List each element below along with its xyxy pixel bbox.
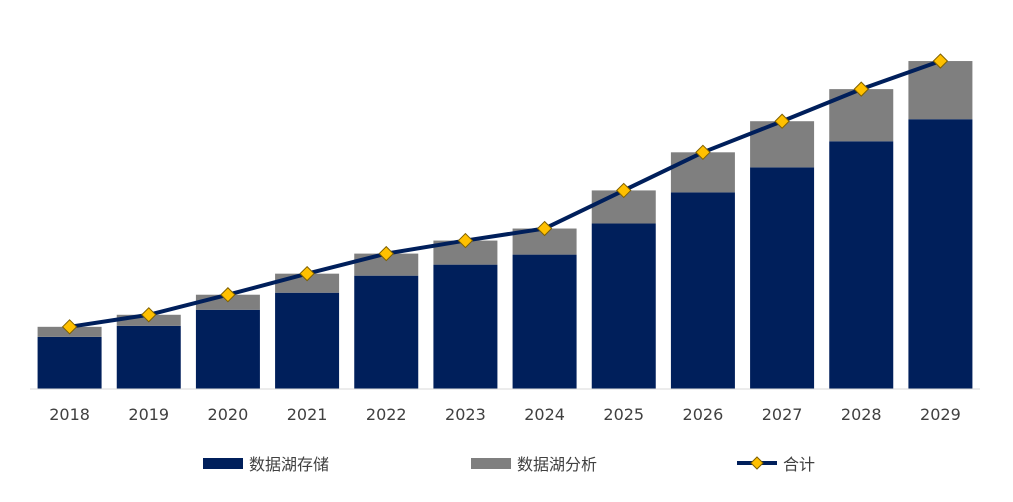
bar-storage-2022 <box>354 275 419 389</box>
total-line <box>69 59 942 329</box>
x-tick-label-2021: 2021 <box>287 405 328 424</box>
bar-storage-2026 <box>670 192 735 389</box>
total-marker-2020 <box>220 287 236 303</box>
bar-storage-2023 <box>433 264 498 389</box>
total-marker-2026 <box>695 144 711 161</box>
legend-swatch-storage <box>203 457 243 469</box>
legend-item-storage: 数据湖存储 <box>203 450 329 476</box>
legend-item-analysis: 数据湖分析 <box>471 450 597 476</box>
legend-swatch-total <box>737 453 777 473</box>
x-tick-label-2024: 2024 <box>524 405 565 424</box>
total-marker-2021 <box>299 265 315 282</box>
x-tick-label-2026: 2026 <box>683 405 724 424</box>
bar-storage-2019 <box>116 325 181 389</box>
legend: 数据湖存储 数据湖分析 合计 <box>0 450 1013 476</box>
bars-layer <box>37 61 973 389</box>
bar-storage-2025 <box>591 223 656 389</box>
total-marker-2018 <box>61 319 78 335</box>
bar-storage-2021 <box>275 292 340 389</box>
total-marker-2019 <box>141 307 157 323</box>
total-marker-2023 <box>457 232 474 249</box>
legend-label-analysis: 数据湖分析 <box>517 455 598 474</box>
total-marker-2022 <box>378 245 394 262</box>
total-marker-2025 <box>616 182 632 199</box>
legend-item-total: 合计 <box>737 450 815 476</box>
bar-storage-2029 <box>908 119 973 389</box>
bar-storage-2024 <box>512 254 577 389</box>
bar-storage-2020 <box>195 309 260 389</box>
x-tick-label-2029: 2029 <box>920 405 961 424</box>
stacked-bar-line-chart: 2018 2019 2020 2021 2022 2023 2024 2025 2026 2027… <box>30 53 980 424</box>
total-marker-2028 <box>853 81 869 97</box>
x-tick-label-2025: 2025 <box>603 405 644 424</box>
x-tick-label-2019: 2019 <box>128 405 169 424</box>
x-tick-label-2028: 2028 <box>841 405 882 424</box>
total-marker-2027 <box>774 113 790 129</box>
bar-analysis-2029 <box>908 61 973 120</box>
legend-label-storage: 数据湖存储 <box>249 455 330 474</box>
total-marker-2029 <box>932 53 949 69</box>
legend-label-total: 合计 <box>783 455 816 474</box>
legend-swatch-analysis <box>471 457 511 469</box>
total-line-layer <box>61 53 949 335</box>
x-tick-labels: 2018 2019 2020 2021 2022 2023 2024 2025 2026 2027… <box>49 405 961 424</box>
x-tick-label-2018: 2018 <box>49 405 90 424</box>
bar-storage-2028 <box>829 141 894 389</box>
total-marker-2024 <box>536 220 553 237</box>
x-tick-label-2023: 2023 <box>445 405 486 424</box>
bar-storage-2027 <box>750 167 815 389</box>
x-tick-label-2022: 2022 <box>366 405 407 424</box>
x-tick-label-2020: 2020 <box>208 405 249 424</box>
x-tick-label-2027: 2027 <box>762 405 803 424</box>
bar-storage-2018 <box>37 336 102 389</box>
